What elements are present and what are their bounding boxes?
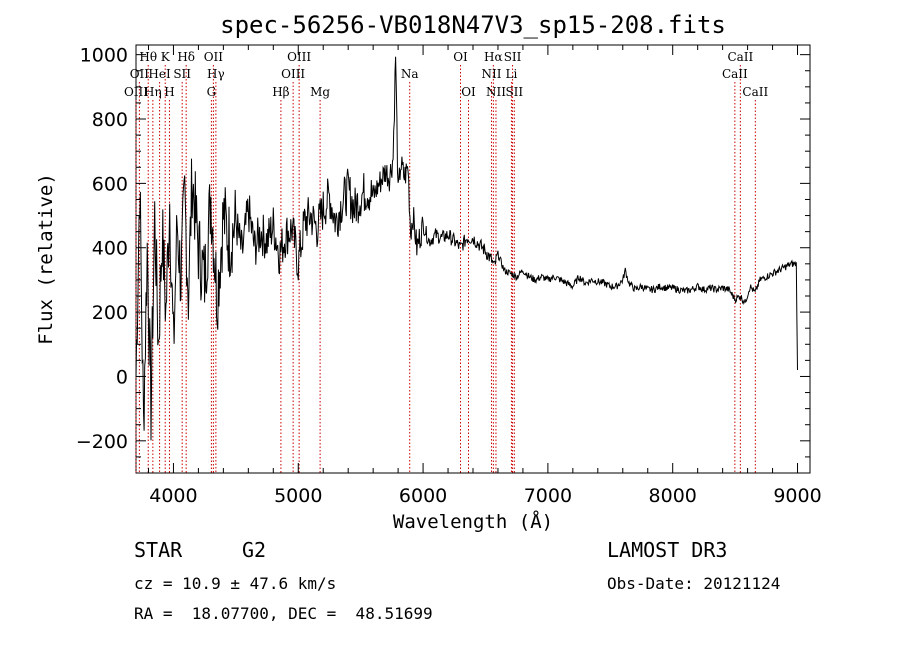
plot-frame (135, 44, 811, 474)
spectral-line-label: CaII (727, 50, 753, 64)
spectral-line-label: OIII (124, 85, 148, 99)
spectral-line-label: OIII (287, 50, 311, 64)
y-tick-label: 200 (92, 302, 128, 324)
x-axis-ticks: 4000 5000 6000 7000 8000 9000 (147, 45, 822, 507)
spectral-line-label: CaII (742, 85, 768, 99)
spectral-line-label: OI (453, 50, 468, 64)
spectral-line-label: Hβ (272, 85, 289, 99)
spectral-line-label: SII (505, 85, 523, 99)
spectral-line-label: Li (506, 67, 518, 81)
spectral-line-label: OII (204, 50, 224, 64)
redshift-readout: cz = 10.9 ± 47.6 km/s (134, 574, 337, 593)
spectral-line-label: Hα (484, 50, 503, 64)
coordinates: RA = 18.07700, DEC = 48.51699 (134, 604, 433, 623)
spectral-line-label: HeI (148, 67, 171, 81)
x-axis-label: Wavelength (Å) (393, 510, 553, 533)
y-tick-label: 800 (92, 109, 128, 131)
x-tick-label: 6000 (399, 485, 447, 507)
spectral-line-label: OII (130, 67, 150, 81)
y-tick-label: −200 (76, 431, 128, 453)
x-tick-label: 4000 (149, 485, 197, 507)
spectral-line-label: Hδ (177, 50, 195, 64)
y-tick-label: 1000 (80, 45, 128, 67)
x-tick-label: 5000 (274, 485, 322, 507)
spectral-line-label: NII (481, 67, 501, 81)
spectral-line-label: OI (461, 85, 476, 99)
spectral-line-label: SII (173, 67, 191, 81)
spectral-line-label: Hθ (139, 50, 157, 64)
survey-name: LAMOST DR3 (607, 538, 728, 562)
spectral-line-label: K (161, 50, 171, 64)
spectral-line-label: SII (504, 50, 522, 64)
y-axis-label: Flux (relative) (35, 173, 57, 345)
spectral-line-label: Na (401, 67, 419, 81)
spectral-line-label: Hη (144, 85, 162, 99)
obs-date: Obs-Date: 20121124 (607, 574, 781, 593)
spectral-line-label: Mg (310, 85, 330, 99)
x-tick-label: 9000 (773, 485, 821, 507)
x-tick-label: 7000 (524, 485, 572, 507)
y-tick-label: 400 (92, 238, 128, 260)
x-tick-label: 8000 (649, 485, 697, 507)
object-class: STAR (134, 538, 183, 562)
spectrum-line (135, 56, 798, 441)
spectral-line-label: CaII (722, 67, 748, 81)
spectral-line-label: NII (486, 85, 506, 99)
spectral-line-label: H (164, 85, 174, 99)
chart-title: spec-56256-VB018N47V3_sp15-208.fits (220, 11, 726, 39)
spectral-line-label: Hγ (207, 67, 225, 81)
spectral-line-label: OIII (281, 67, 305, 81)
spectral-line-label: G (207, 85, 217, 99)
y-tick-label: 0 (116, 366, 128, 388)
y-tick-label: 600 (92, 173, 128, 195)
y-axis-ticks: −200 0 200 400 600 800 1000 (76, 45, 810, 474)
object-subclass: G2 (242, 538, 267, 562)
